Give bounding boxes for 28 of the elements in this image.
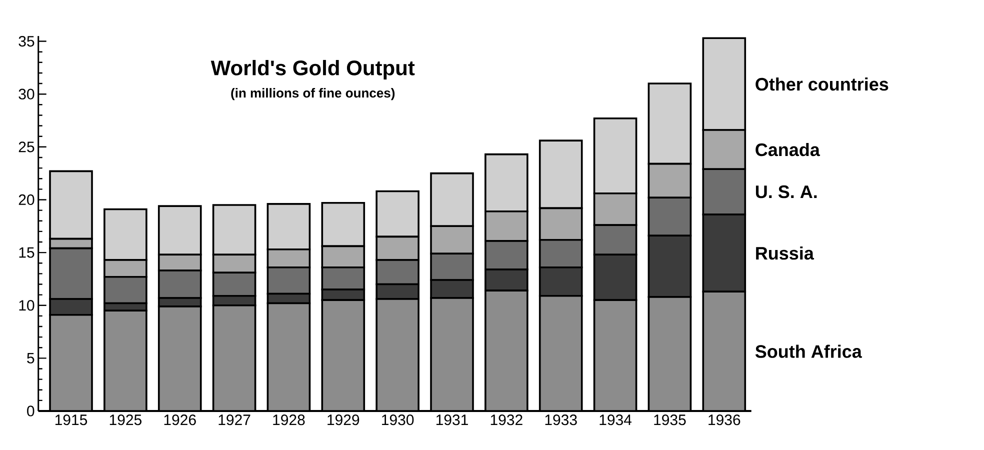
x-tick-label: 1927 <box>218 414 250 426</box>
series-label: Other countries <box>756 77 888 91</box>
x-tick-label: 1931 <box>436 414 468 426</box>
y-tick-label: 25 <box>18 142 34 152</box>
x-tick-label: 1926 <box>164 414 196 426</box>
y-tick-label: 15 <box>19 247 34 258</box>
x-tick-label: 1929 <box>328 414 360 426</box>
series-label: Canada <box>756 142 820 156</box>
y-tick-label: 5 <box>27 352 34 364</box>
series-label: Russia <box>756 246 814 260</box>
series-label: South Africa <box>755 344 862 358</box>
x-tick-label: 1932 <box>490 414 522 426</box>
x-tick-label: 1925 <box>110 414 142 426</box>
y-tick-label: 35 <box>18 36 34 47</box>
series-label: U. S. A. <box>756 185 817 198</box>
x-tick-label: 1928 <box>273 414 305 426</box>
x-tick-label: 1930 <box>382 414 414 426</box>
y-tick-label: 10 <box>19 300 34 311</box>
x-tick-label: 1935 <box>654 414 686 426</box>
x-tick-label: 1934 <box>600 414 632 426</box>
y-tick-label: 30 <box>18 88 34 100</box>
x-tick-label: 1936 <box>708 414 740 426</box>
x-tick-label: 1933 <box>545 414 577 426</box>
x-tick-label: 1915 <box>55 414 88 426</box>
y-tick-label: 20 <box>18 194 34 206</box>
text: (in millions of fine ounces) <box>231 88 395 100</box>
text: World's Gold Output <box>210 60 415 80</box>
y-tick-label: 0 <box>27 406 34 416</box>
